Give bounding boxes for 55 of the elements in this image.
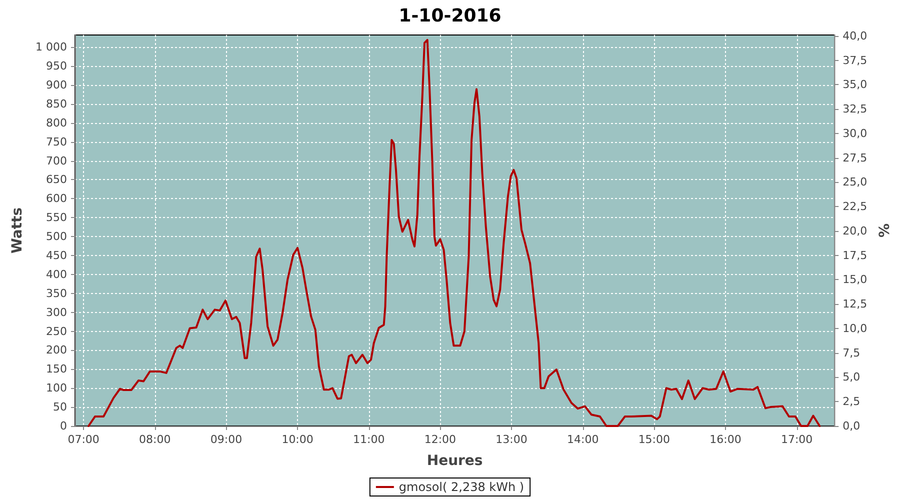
y2-tick-label: 12,5 [842, 298, 868, 311]
y2-tick-label: 37,5 [842, 54, 868, 67]
y-tick-label: 250 [46, 324, 67, 338]
x-tick-label: 13:00 [496, 433, 528, 446]
y-tick-label: 400 [46, 268, 67, 281]
x-tick-label: 09:00 [210, 433, 242, 446]
y-tick-label: 500 [46, 230, 67, 244]
x-tick-label: 14:00 [566, 433, 599, 446]
y-tick-label: 450 [46, 249, 67, 262]
x-tick-label: 08:00 [139, 433, 171, 446]
y-tick-label: 100 [46, 382, 67, 395]
y2-tick-label: 35,0 [842, 78, 868, 92]
y-tick-label: 350 [46, 286, 67, 300]
y2-tick-label: 32,5 [842, 102, 868, 116]
y-tick-label: 900 [46, 78, 67, 92]
y-tick-label: 700 [46, 154, 67, 168]
x-tick-label: 11:00 [353, 433, 385, 446]
x-tick-label: 15:00 [638, 433, 670, 446]
y2-axis-title: % [877, 223, 893, 238]
x-axis-title: Heures [426, 453, 483, 469]
y-tick-label: 600 [46, 192, 67, 206]
y-axis-title: Watts [10, 207, 26, 254]
y-tick-label: 950 [46, 60, 67, 73]
y2-tick-label: 2,5 [842, 395, 860, 408]
y-tick-label: 50 [53, 400, 67, 414]
y-tick-label: 850 [46, 97, 67, 110]
y2-tick-label: 20,0 [842, 224, 868, 238]
y-tick-label: 750 [46, 135, 67, 148]
y2-tick-label: 5,0 [842, 370, 860, 384]
y2-tick-label: 7,5 [842, 346, 860, 360]
chart-title: 1-10-2016 [398, 6, 502, 26]
line-series [88, 38, 821, 427]
x-tick-label: 10:00 [282, 433, 314, 446]
y-tick-label: 200 [46, 344, 67, 357]
y2-tick-label: 27,5 [842, 151, 868, 164]
x-tick-label: 17:00 [780, 433, 813, 446]
y-tick-label: 150 [46, 362, 67, 376]
y2-tick-label: 30,0 [842, 126, 868, 140]
y-tick-label: 0 [60, 420, 67, 432]
y-tick-label: 800 [46, 116, 67, 130]
y-tick-label: 300 [46, 306, 67, 319]
x-tick-label: 16:00 [710, 433, 742, 446]
x-tick-label: 12:00 [424, 433, 456, 446]
y-tick-label: 550 [46, 211, 67, 224]
x-tick-label: 07:00 [68, 433, 100, 446]
y-tick-label: 650 [46, 173, 67, 186]
y2-tick-label: 17,5 [842, 248, 868, 262]
y2-tick-label: 40,0 [842, 29, 868, 42]
y2-tick-label: 0,0 [842, 420, 860, 432]
y2-tick-label: 22,5 [842, 200, 868, 214]
y-tick-label: 1 000 [36, 40, 67, 54]
y2-tick-label: 10,0 [842, 322, 868, 335]
legend-label: gmosol( 2,238 kWh ) [398, 480, 524, 494]
y2-tick-label: 25,0 [842, 176, 868, 189]
y2-tick-label: 15,0 [842, 273, 868, 286]
